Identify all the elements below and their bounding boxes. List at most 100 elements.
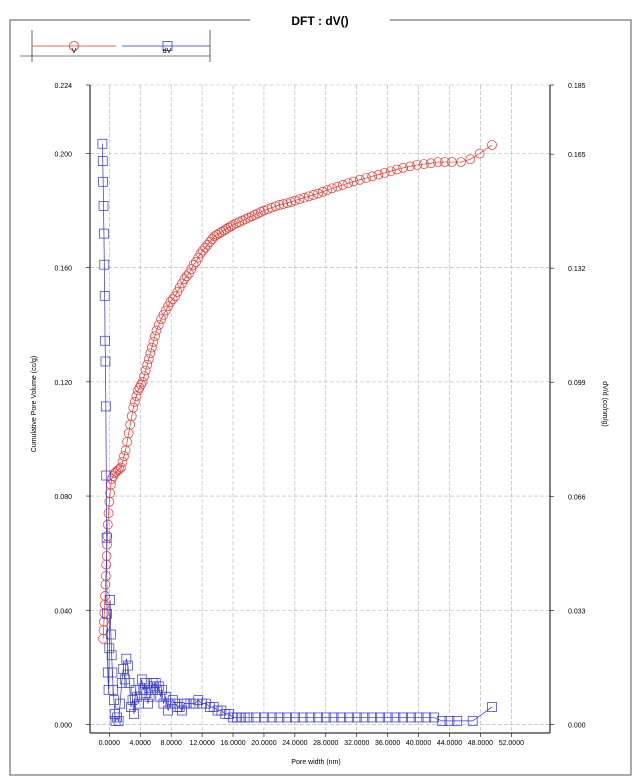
- series-v-point: [106, 474, 117, 484]
- series-v-point: [303, 191, 314, 202]
- series-v-point: [129, 397, 140, 407]
- series-dv-point: [266, 712, 277, 723]
- series-v-point: [133, 385, 143, 396]
- series-dv-point: [100, 401, 111, 412]
- series-v-point: [136, 379, 146, 390]
- series-v-point: [145, 348, 156, 359]
- series-dv-point: [359, 712, 370, 723]
- series-dv-point: [398, 712, 408, 723]
- series-v-point: [221, 224, 231, 235]
- x-tick-label: 24.0000: [282, 740, 307, 747]
- y-right-tick-label: 0.066: [568, 494, 586, 501]
- series-dv-point: [157, 684, 167, 695]
- y-left-tick-label: 0.120: [54, 380, 72, 387]
- x-tick-label: 12.0000: [189, 740, 214, 747]
- series-dv-point: [126, 702, 136, 712]
- ticks: 0.0000 4.0000 8.0000 12.0000 16.0000 20.0000 2…: [54, 83, 585, 747]
- series-dv-point: [116, 678, 127, 688]
- series-dv-point: [106, 629, 116, 640]
- y-left-tick-label: 0.000: [54, 722, 72, 729]
- x-tick-label: 0.0000: [99, 740, 121, 747]
- series-dv-point: [259, 712, 269, 723]
- legend-v-marker: [69, 41, 79, 51]
- series-dv-point: [105, 595, 115, 605]
- series-dv-point: [320, 712, 331, 723]
- y-right-tick-label: 0.000: [568, 722, 586, 729]
- series-dv-point: [421, 712, 432, 723]
- series-v-point: [317, 186, 328, 197]
- series-dv-point: [405, 712, 416, 723]
- series-v-point: [373, 169, 384, 180]
- series-v-point: [99, 608, 110, 618]
- y-left-tick-label: 0.200: [54, 152, 72, 159]
- series-dv-point: [452, 716, 463, 726]
- series-v-point: [114, 464, 125, 474]
- y-right-tick-label: 0.185: [568, 83, 586, 90]
- series-dv-point: [467, 716, 478, 726]
- y-right-tick-label: 0.099: [568, 380, 586, 387]
- legend-v-label: V: [72, 48, 77, 55]
- legend-dv-marker: [162, 41, 173, 51]
- series-v-point: [313, 188, 323, 199]
- series-v-point: [100, 579, 111, 590]
- y-left-tick-label: 0.080: [54, 494, 72, 501]
- series-dv-point: [101, 470, 112, 481]
- series-dv-point: [201, 698, 211, 709]
- title-bg: [250, 12, 390, 28]
- series-dv-point: [193, 695, 204, 706]
- series-v-point: [327, 183, 337, 194]
- series-v-point: [299, 192, 310, 203]
- series-dv-point: [155, 691, 166, 702]
- series-dv-point: [216, 705, 227, 716]
- series-v-point: [153, 319, 164, 330]
- series-v-point: [112, 465, 123, 476]
- series-v-point: [392, 164, 402, 175]
- series-dv-point: [444, 716, 455, 726]
- series-v-point: [361, 173, 371, 183]
- series-dv-point: [382, 712, 393, 723]
- series-v-point: [343, 178, 354, 189]
- series-dv-point: [100, 335, 110, 346]
- series-v-point: [474, 148, 485, 159]
- series-v-point: [131, 391, 142, 402]
- series-v-point: [99, 616, 109, 627]
- series-dv-point: [121, 653, 132, 664]
- series-dv-point: [328, 712, 339, 723]
- series-v-point: [419, 159, 429, 169]
- series-v-point: [151, 325, 162, 336]
- chart-title: DFT : dV(): [291, 14, 348, 28]
- series-dv-point: [224, 709, 235, 719]
- series-v-point: [282, 198, 292, 209]
- series-v-point: [354, 174, 365, 185]
- x-tick-label: 8.0000: [160, 740, 182, 747]
- series-dv-point: [487, 702, 497, 712]
- series-dv-point: [290, 712, 300, 723]
- series-v-line: [102, 144, 493, 639]
- series-v-point: [308, 190, 319, 200]
- series-dv-point: [375, 712, 385, 723]
- series-v-point: [102, 531, 113, 541]
- series-dv-point: [136, 674, 147, 685]
- series-dv-point: [305, 712, 316, 723]
- x-tick-label: 4.0000: [130, 740, 152, 747]
- series-dv-point: [336, 712, 347, 723]
- series-v-point: [216, 227, 227, 237]
- series-dv-point: [282, 712, 292, 723]
- series-dv-point: [99, 290, 110, 301]
- series-v-point: [214, 228, 224, 239]
- series-dv-point: [129, 709, 139, 719]
- series-v-point: [290, 195, 300, 206]
- y-axis-left-label: Cumulative Pore Volume (cc/g): [31, 356, 38, 452]
- series-v-point: [142, 359, 153, 370]
- series-v-point: [218, 225, 229, 236]
- series-dv-point: [243, 712, 254, 723]
- series-dv-point: [351, 712, 362, 723]
- series-dv-point: [106, 650, 117, 661]
- series-v-point: [128, 402, 139, 413]
- series-v-point: [117, 456, 128, 467]
- series-dv-point: [100, 356, 111, 367]
- series-v-point: [398, 162, 408, 173]
- series-v-point: [367, 171, 378, 182]
- series-dv-point: [274, 712, 285, 723]
- series-dv-point: [413, 712, 424, 723]
